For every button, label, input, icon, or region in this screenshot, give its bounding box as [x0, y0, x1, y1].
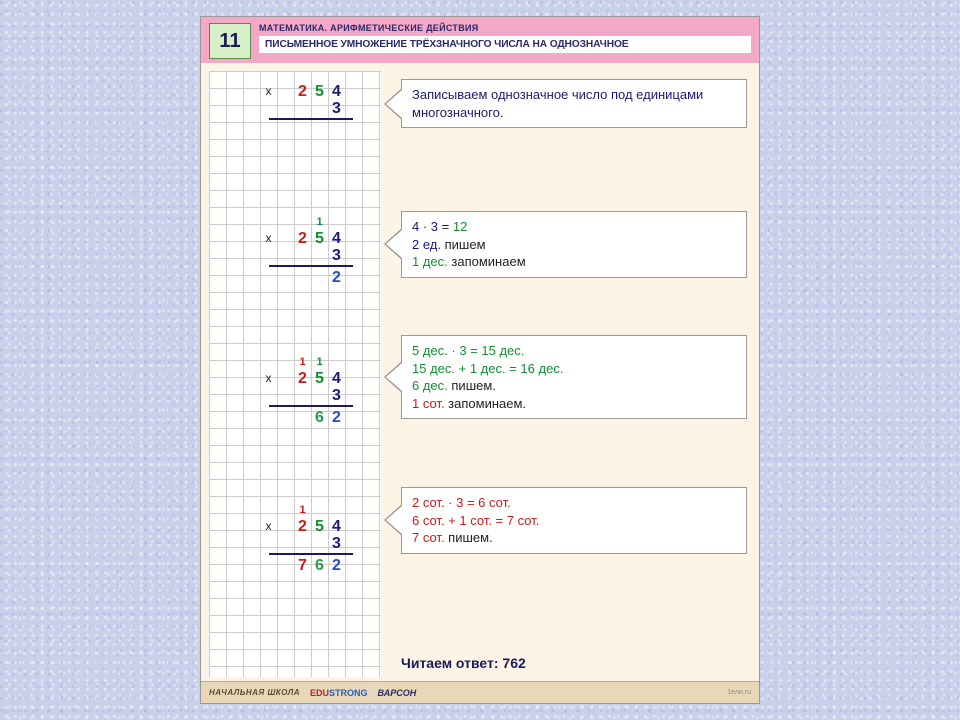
poster: 11 МАТЕМАТИКА. АРИФМЕТИЧЕСКИЕ ДЕЙСТВИЯ П… [200, 16, 760, 704]
multiplication-step: 1x25432 [209, 213, 381, 286]
brand1-part-a: EDU [310, 688, 329, 698]
grid-worksheet: x2543 1x25432 11x254362 1x2543762 [209, 71, 381, 677]
brand1-part-b: STRONG [329, 688, 368, 698]
footer-brand-1: EDUSTRONG [310, 688, 368, 698]
footer: НАЧАЛЬНАЯ ШКОЛА EDUSTRONG ВАРСОН 1ели.ru [201, 681, 759, 703]
explanation-callout: Записываем однозначное число под единица… [401, 79, 747, 128]
explanation-callout: 5 дес. · 3 = 15 дес.15 дес. + 1 дес. = 1… [401, 335, 747, 419]
explanation-callout: 4 · 3 = 122 ед. пишем1 дес. запоминаем [401, 211, 747, 278]
multiplication-step: 11x254362 [209, 353, 381, 426]
explanations: Читаем ответ: 762 Записываем однозначное… [381, 71, 751, 677]
footer-brand-2: ВАРСОН [378, 688, 417, 698]
subject-line: МАТЕМАТИКА. АРИФМЕТИЧЕСКИЕ ДЕЙСТВИЯ [259, 23, 751, 33]
header: 11 МАТЕМАТИКА. АРИФМЕТИЧЕСКИЕ ДЕЙСТВИЯ П… [201, 17, 759, 63]
final-answer: Читаем ответ: 762 [401, 655, 526, 671]
multiplication-step: 1x2543762 [209, 501, 381, 574]
footer-right: 1ели.ru [727, 689, 751, 696]
header-text: МАТЕМАТИКА. АРИФМЕТИЧЕСКИЕ ДЕЙСТВИЯ ПИСЬ… [259, 23, 751, 53]
lesson-number-badge: 11 [209, 23, 251, 59]
multiplication-step: x2543 [209, 83, 381, 122]
footer-label: НАЧАЛЬНАЯ ШКОЛА [209, 688, 300, 697]
content-area: x2543 1x25432 11x254362 1x2543762 Читаем от… [201, 63, 759, 681]
explanation-callout: 2 сот. · 3 = 6 сот.6 сот. + 1 сот. = 7 с… [401, 487, 747, 554]
title-bar: ПИСЬМЕННОЕ УМНОЖЕНИЕ ТРЁХЗНАЧНОГО ЧИСЛА … [259, 36, 751, 53]
